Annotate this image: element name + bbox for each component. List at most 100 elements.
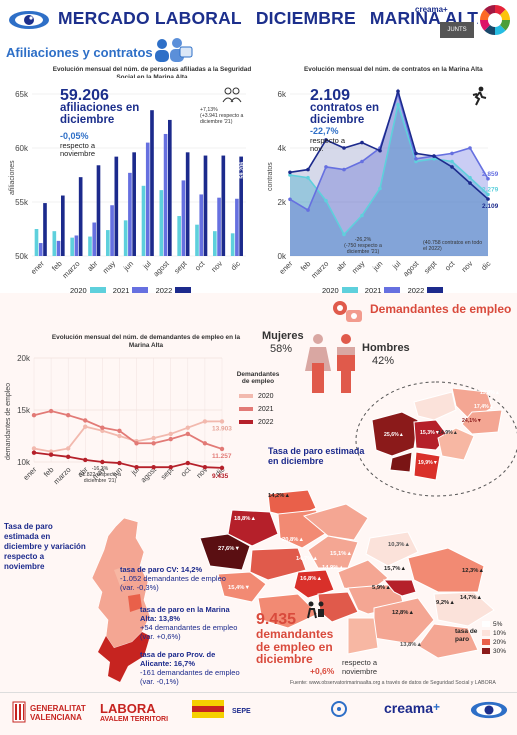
demand-end-label: 13.903: [212, 425, 232, 432]
demand-line-2020: [33, 420, 223, 453]
demand-point-2022-dic: [219, 465, 225, 471]
demand-point-2021-nov: [202, 441, 208, 446]
demand-xtick: oct: [179, 464, 193, 478]
affiliation-bar-2022-nov: [221, 155, 226, 256]
labora-tagline: AVALEM TERRITORI: [100, 716, 169, 723]
contracts-point-2020-nov: [468, 175, 472, 180]
contracts-point-2022-nov: [468, 181, 472, 185]
contracts-xtick: ener: [277, 259, 294, 276]
demand-point-2022-jul: [134, 465, 139, 470]
demand-point-2022-marzo: [65, 454, 71, 459]
contracts-point-2022-feb: [306, 167, 310, 172]
demand-point-2022-ener: [31, 450, 37, 455]
generalitat-logo-text: GENERALITAT VALENCIANA: [30, 704, 86, 722]
affiliation-bar-2022-abr: [96, 165, 101, 256]
affiliation-bar-2020-ener: [34, 229, 39, 256]
contracts-chart-title: Evolución mensual del núm. de contratos …: [304, 66, 483, 73]
observatory-eye-logo-footer: [470, 701, 508, 719]
demand-var-pct: +0,6%: [310, 666, 335, 676]
contracts-point-2020-feb: [306, 175, 310, 180]
alicante-info: tasa de paro Prov. de Alicante: 16,7% -16…: [140, 650, 240, 686]
contracts-point-2022-ener: [288, 170, 292, 175]
demand-point-2020-jun: [117, 433, 122, 439]
demand-point-2020-ener: [31, 446, 37, 451]
demand-point-2022-jun: [117, 460, 122, 466]
contracts-point-2022-oct: [450, 165, 454, 169]
section-title-demandantes: Demandantes de empleo: [370, 302, 512, 316]
demand-point-2021-ener: [31, 413, 37, 418]
contracts-end-label: 2.859: [482, 171, 499, 178]
affiliation-bar-2021-jun: [128, 172, 132, 256]
demand-point-2022-may: [100, 459, 105, 465]
affiliation-bar-2021-jul: [145, 142, 150, 256]
women-label: Mujeres: [262, 330, 304, 342]
contracts-point-2020-jul: [396, 103, 400, 107]
demand-chart-title: Evolución mensual del núm. de demandante…: [51, 334, 241, 349]
affiliation-bar-2021-oct: [199, 194, 204, 256]
affiliation-bar-2020-oct: [195, 224, 199, 256]
demand-point-2020-dic: [219, 419, 225, 424]
zoom-label-3: 24,1%▼: [462, 418, 482, 424]
demand-point-2020-agost: [151, 435, 156, 441]
demand-ytick: 20k: [17, 354, 31, 363]
contracts-xtick: may: [350, 259, 367, 276]
zoom-label-6: 14,9%▲: [438, 430, 458, 436]
sdg-wheel-icon: [478, 3, 512, 37]
contracts-xtick: jun: [370, 259, 384, 273]
cv-info: tasa de paro CV: 14,2% -1.052 demandantes…: [120, 565, 226, 592]
contracts-point-2022-dic: [486, 197, 490, 201]
demand-point-2021-oct: [185, 431, 191, 437]
demand-big-number: 9.435: [256, 611, 297, 628]
contracts-point-2020-abr: [342, 232, 346, 237]
demand-point-2021-jul: [134, 441, 139, 446]
contracts-point-2022-agost: [414, 151, 418, 156]
affiliation-bar-2022-sept: [185, 152, 190, 256]
demand-point-2020-abr: [83, 424, 88, 429]
affiliation-bar-2021-may: [110, 205, 114, 256]
affiliation-bar-2022-jun: [132, 152, 136, 256]
demand-point-2020-nov: [202, 419, 208, 424]
affiliation-bar-2021-marzo: [74, 235, 79, 256]
map-label-12: 10,3%▲: [388, 542, 411, 548]
contracts-point-2021-nov: [468, 146, 472, 150]
section-title-afiliaciones: Afiliaciones y contratos: [6, 45, 153, 60]
contracts-ytick: 4k: [278, 144, 287, 153]
map-label-5: 14,7%▲: [296, 556, 319, 562]
source-text: Fuente: www.observatorimarinaalta.org a …: [290, 680, 496, 686]
left-map-title: Tasa de paro estimada en diciembre y var…: [4, 522, 86, 571]
contracts-xtick: jul: [390, 259, 403, 272]
people-group-icon: [155, 38, 193, 62]
contracts-xtick: sept: [422, 258, 439, 275]
page-title: MERCADO LABORAL DICIEMBRE MARINA ALTA: [58, 8, 490, 28]
contracts-xtick: feb: [299, 259, 313, 273]
affiliation-ytick: 60k: [15, 144, 29, 153]
demand-point-2021-dic: [219, 446, 225, 452]
demand-line-2021: [33, 410, 223, 450]
contracts-point-2021-abr: [342, 167, 346, 172]
affiliation-bar-2020-may: [106, 230, 110, 256]
zoom-label-2: 17,4%▲: [474, 404, 494, 410]
men-label: Hombres: [362, 342, 410, 354]
legend-swatch-2021: [132, 286, 149, 296]
affiliation-bar-2020-dic: [230, 233, 235, 256]
map-label-1: 14,2%▲: [268, 493, 291, 499]
affiliation-bar-2020-abr: [88, 236, 92, 256]
affiliation-bar-2021-sept: [181, 180, 186, 256]
contracts-point-2021-may: [360, 159, 364, 164]
creama-small-logo: creama+: [415, 5, 448, 14]
affiliation-bar-2021-abr: [92, 222, 97, 256]
zoom-label-4: 25,6%▲: [384, 432, 404, 438]
demand-point-2021-abr: [83, 418, 88, 423]
map-legend-title: tasa de paro: [455, 628, 478, 643]
zoom-label-7: 19,9%▼: [418, 460, 438, 466]
affiliation-bar-2022-dic: [239, 156, 243, 256]
demand-ylabel: demandantes de empleo: [5, 383, 12, 460]
affiliation-bar-2021-nov: [217, 197, 221, 256]
demand-ytick: 10k: [17, 458, 31, 467]
valencia-region-map: [91, 517, 151, 682]
legend-swatch-2022: [175, 286, 192, 296]
contracts-xtick: agost: [401, 258, 421, 278]
demand-line-2022: [33, 451, 223, 469]
demand-point-2020-feb: [48, 449, 54, 454]
